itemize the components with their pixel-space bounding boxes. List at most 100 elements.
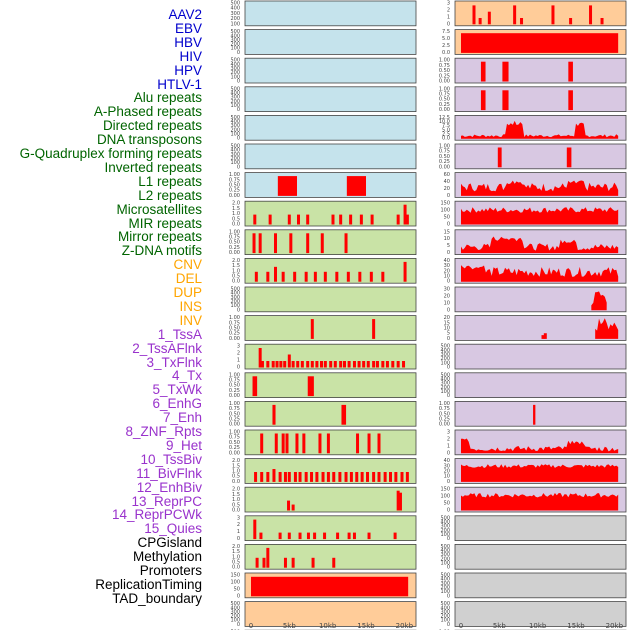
left-data-bar [283, 471, 287, 482]
left-data-bar [326, 471, 330, 482]
left-y-tick-label: 3 [237, 344, 240, 350]
left-data-bar [268, 214, 272, 225]
left-data-bar [403, 261, 407, 282]
x-tick-label: 5kb [493, 622, 507, 630]
track-label: HBV [174, 34, 202, 50]
right-data-bar [478, 17, 482, 25]
track-label: INS [179, 298, 202, 314]
left-data-bar [253, 519, 257, 540]
left-data-bar [358, 271, 362, 282]
left-data-bar [307, 376, 314, 397]
right-y-tick-label: 100 [440, 208, 450, 214]
left-y-tick-label: 0 [237, 365, 240, 371]
right-y-tick-label: 10 [444, 300, 450, 306]
right-y-tick-label: 0 [447, 365, 450, 371]
right-y-tick-label: 2 [447, 7, 450, 13]
right-y-tick-label: 10.0 [439, 119, 450, 125]
left-data-bar [352, 361, 356, 368]
left-y-tick-label: 0.00 [229, 393, 240, 399]
left-y-tick-label: 1.5 [232, 463, 240, 469]
left-data-bar [320, 361, 323, 368]
right-data-bar [533, 404, 536, 425]
left-data-bar [343, 361, 346, 368]
right-y-tick-label: 100 [440, 561, 450, 567]
left-y-tick-label: 0.75 [229, 235, 240, 241]
left-data-bar [306, 532, 310, 540]
right-y-tick-label: 20 [444, 293, 450, 299]
left-data-bar [252, 233, 256, 254]
left-data-bar [356, 433, 360, 454]
left-data-bar [366, 361, 370, 368]
left-panel-background [244, 143, 417, 170]
x-tick-label: 15kb [567, 622, 585, 630]
left-y-tick-label: 200 [230, 299, 240, 305]
left-panel-background [244, 286, 417, 313]
right-data-area [461, 236, 619, 254]
right-y-tick-label: 400 [440, 605, 450, 611]
left-y-tick-label: 2.0 [232, 201, 240, 207]
track-label: Mirror repeats [117, 229, 202, 245]
right-data-area [595, 318, 619, 339]
left-data-bar [260, 471, 264, 482]
left-panel-background [244, 86, 417, 113]
left-data-bar [266, 547, 270, 568]
left-data-bar [344, 233, 348, 254]
left-data-bar [383, 471, 387, 482]
left-data-bar [289, 233, 293, 254]
x-tick-label: 10kb [529, 622, 547, 630]
left-data-bar [266, 471, 270, 482]
right-y-tick-label: 2.5 [442, 132, 450, 138]
left-panel-background [244, 0, 417, 27]
right-y-tick-label: 0.25 [439, 417, 450, 423]
left-data-bar [291, 557, 295, 568]
right-y-tick-label: 400 [440, 376, 450, 382]
left-data-bar [283, 557, 287, 568]
right-y-tick-label: 0.75 [439, 149, 450, 155]
left-y-tick-label: 2 [237, 351, 240, 357]
right-y-tick-label: 1 [447, 14, 450, 20]
left-panel-background [244, 172, 417, 198]
left-y-tick-label: 1.00 [229, 315, 240, 321]
left-data-bar [296, 361, 300, 368]
track-label: CNV [173, 257, 202, 273]
left-data-bar [346, 271, 350, 282]
right-y-tick-label: 0 [447, 279, 450, 285]
right-y-tick-label: 30 [444, 463, 450, 469]
left-y-tick-label: 1.00 [229, 430, 240, 436]
left-y-tick-label: 0.00 [229, 250, 240, 256]
right-y-tick-label: 0 [447, 193, 450, 199]
right-y-tick-label: 20 [444, 186, 450, 192]
left-y-tick-label: 200 [230, 16, 240, 22]
left-y-tick-label: 1 [237, 529, 240, 535]
left-data-bar [377, 433, 381, 454]
left-y-tick-label: 0.25 [229, 417, 240, 423]
left-y-tick-label: 100 [230, 303, 240, 309]
track-label: 9_Het [165, 437, 202, 453]
left-data-bar [375, 361, 379, 368]
right-y-tick-label: 60 [444, 172, 450, 178]
left-data-bar [287, 471, 291, 482]
left-data-bar [332, 557, 336, 568]
left-data-bar [389, 471, 392, 482]
left-data-bar [349, 471, 353, 482]
right-data-bar [487, 11, 491, 25]
left-data-bar [306, 233, 310, 254]
left-data-bar [283, 361, 287, 368]
left-y-tick-label: 1.5 [232, 549, 240, 555]
left-y-tick-label: 500 [230, 601, 240, 607]
right-y-tick-label: 2 [447, 436, 450, 442]
left-data-bar [275, 361, 279, 368]
right-data-bar [472, 5, 476, 25]
track-label: 13_ReprPC [131, 493, 202, 509]
right-y-tick-label: 0 [447, 479, 450, 485]
left-y-tick-label: 0.75 [229, 320, 240, 326]
left-y-tick-label: 0.5 [232, 560, 240, 566]
left-y-tick-label: 0.50 [229, 183, 240, 189]
left-y-tick-label: 0.75 [229, 378, 240, 384]
left-y-tick-label: 2.0 [232, 544, 240, 550]
left-y-tick-label: 300 [230, 152, 240, 158]
right-y-tick-label: 0.50 [439, 68, 450, 74]
left-y-tick-label: 400 [230, 62, 240, 68]
left-data-bar [405, 214, 409, 225]
right-data-bar [480, 61, 486, 82]
